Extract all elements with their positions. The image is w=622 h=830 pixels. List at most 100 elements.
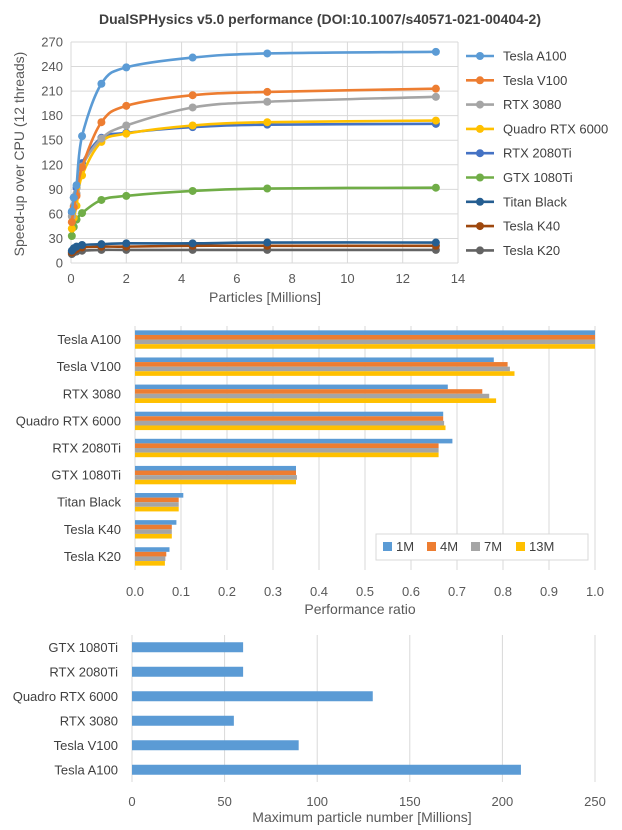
chart2-category-label: RTX 3080: [63, 386, 121, 401]
chart1-data-point: [67, 218, 76, 227]
chart2-bar: [135, 443, 439, 448]
chart1-data-point: [122, 129, 131, 138]
chart1-legend-label: Titan Black: [503, 194, 567, 209]
chart2-legend-item: 1M: [383, 539, 414, 554]
chart2-legend-label: 4M: [440, 539, 458, 554]
chart3-category-label: Tesla A100: [54, 762, 118, 777]
chart1-ytick-label: 240: [41, 59, 63, 74]
chart1-data-point: [188, 103, 197, 112]
chart2-bar: [135, 506, 179, 512]
chart1-xlabel: Particles [Millions]: [209, 289, 321, 305]
chart1-title: DualSPHysics v5.0 performance (DOI:10.10…: [99, 11, 541, 27]
chart2-category-label: Tesla V100: [57, 359, 121, 374]
chart1-data-point: [431, 92, 440, 101]
chart1-data-point: [122, 101, 131, 110]
chart1-legend-label: Quadro RTX 6000: [503, 121, 608, 136]
legend-marker: [476, 76, 484, 85]
chart1-xtick-label: 10: [340, 271, 354, 286]
chart2-xtick-label: 0.5: [356, 584, 374, 599]
chart2-xtick-label: 0.3: [264, 584, 282, 599]
chart2-bar: [135, 416, 444, 421]
chart3-category-label: RTX 3080: [60, 713, 118, 728]
chart2-category-label: RTX 2080Ti: [52, 441, 121, 456]
chart2-bar: [135, 339, 595, 345]
chart2-bar: [135, 366, 510, 372]
chart2-bar: [135, 393, 490, 399]
chart1-legend-label: Tesla A100: [503, 49, 567, 64]
chart1-data-point: [263, 49, 272, 58]
chart1-legend-label: Tesla K40: [503, 219, 560, 234]
chart2-xtick-label: 0.8: [494, 584, 512, 599]
chart2-bar: [135, 502, 179, 507]
chart2-xtick-label: 0.7: [448, 584, 466, 599]
chart3-xtick-label: 0: [128, 794, 135, 809]
chart1-xtick-label: 8: [289, 271, 296, 286]
chart2-bar: [135, 479, 296, 485]
chart1-ytick-label: 0: [56, 256, 63, 271]
chart1-legend-item: Titan Black: [466, 194, 567, 209]
chart2-bar: [135, 524, 172, 530]
chart2-bar: [135, 425, 446, 431]
chart2-category-label: Tesla A100: [57, 332, 121, 347]
chart1-data-point: [188, 186, 197, 195]
chart3-category-label: Tesla V100: [54, 738, 118, 753]
chart2-bar: [135, 398, 497, 403]
chart1-xtick-label: 14: [451, 271, 465, 286]
chart2-bar: [135, 362, 508, 367]
chart2-bar: [135, 561, 165, 566]
chart1-data-point: [122, 121, 131, 130]
chart1-legend-item: Tesla K20: [466, 243, 560, 258]
chart1-xtick-label: 12: [395, 271, 409, 286]
chart1-legend-item: Tesla A100: [466, 49, 567, 64]
chart1-legend-label: Tesla V100: [503, 73, 567, 88]
chart3-bar: [132, 740, 299, 751]
chart2-bar: [135, 334, 595, 340]
chart3-bar: [132, 715, 234, 726]
legend-marker: [476, 100, 484, 109]
chart2-category-label: Tesla K40: [64, 522, 121, 537]
chart2-legend-item: 4M: [427, 539, 458, 554]
chart1-data-point: [263, 87, 272, 96]
chart2-bar: [135, 529, 172, 534]
legend-swatch: [383, 542, 392, 551]
legend-marker: [476, 246, 484, 255]
chart1-xtick-label: 6: [233, 271, 240, 286]
chart2-xtick-label: 0.6: [402, 584, 420, 599]
chart2-xlabel: Performance ratio: [304, 601, 415, 617]
chart1-data-point: [188, 121, 197, 130]
legend-swatch: [427, 542, 436, 551]
chart2-bar: [135, 357, 494, 363]
chart1-data-point: [78, 132, 87, 141]
chart2-bar: [135, 330, 595, 335]
chart2-bar: [135, 547, 170, 552]
chart2-xtick-label: 0.0: [126, 584, 144, 599]
chart2-bar: [135, 533, 172, 539]
chart1-legend-item: Tesla K40: [466, 219, 560, 234]
chart2-legend-label: 7M: [484, 539, 502, 554]
chart1-data-point: [263, 97, 272, 106]
chart1-legend-item: RTX 2080Ti: [466, 146, 572, 161]
chart3-xtick-label: 200: [492, 794, 514, 809]
chart3-bar: [132, 642, 244, 653]
chart2-legend-label: 1M: [396, 539, 414, 554]
legend-marker: [476, 197, 484, 206]
chart1-data-point: [431, 238, 440, 247]
speedup-line-chart: DualSPHysics v5.0 performance (DOI:10.10…: [11, 11, 608, 305]
chart2-xtick-label: 1.0: [586, 584, 604, 599]
chart2-bar: [135, 411, 444, 417]
chart3-bar: [132, 691, 373, 702]
chart1-legend-label: RTX 3080: [503, 97, 561, 112]
chart3-xtick-label: 150: [399, 794, 421, 809]
chart1-data-point: [97, 79, 106, 88]
chart2-bar: [135, 520, 177, 525]
chart2-legend-item: 13M: [516, 539, 554, 554]
chart1-ylabel: Speed-up over CPU (12 threads): [11, 52, 27, 257]
legend-swatch: [471, 542, 480, 551]
chart1-data-point: [431, 84, 440, 93]
chart1-ytick-label: 60: [49, 206, 63, 221]
chart2-bar: [135, 556, 166, 562]
chart1-data-point: [188, 91, 197, 100]
chart1-data-point: [97, 195, 106, 204]
chart1-data-point: [188, 53, 197, 62]
